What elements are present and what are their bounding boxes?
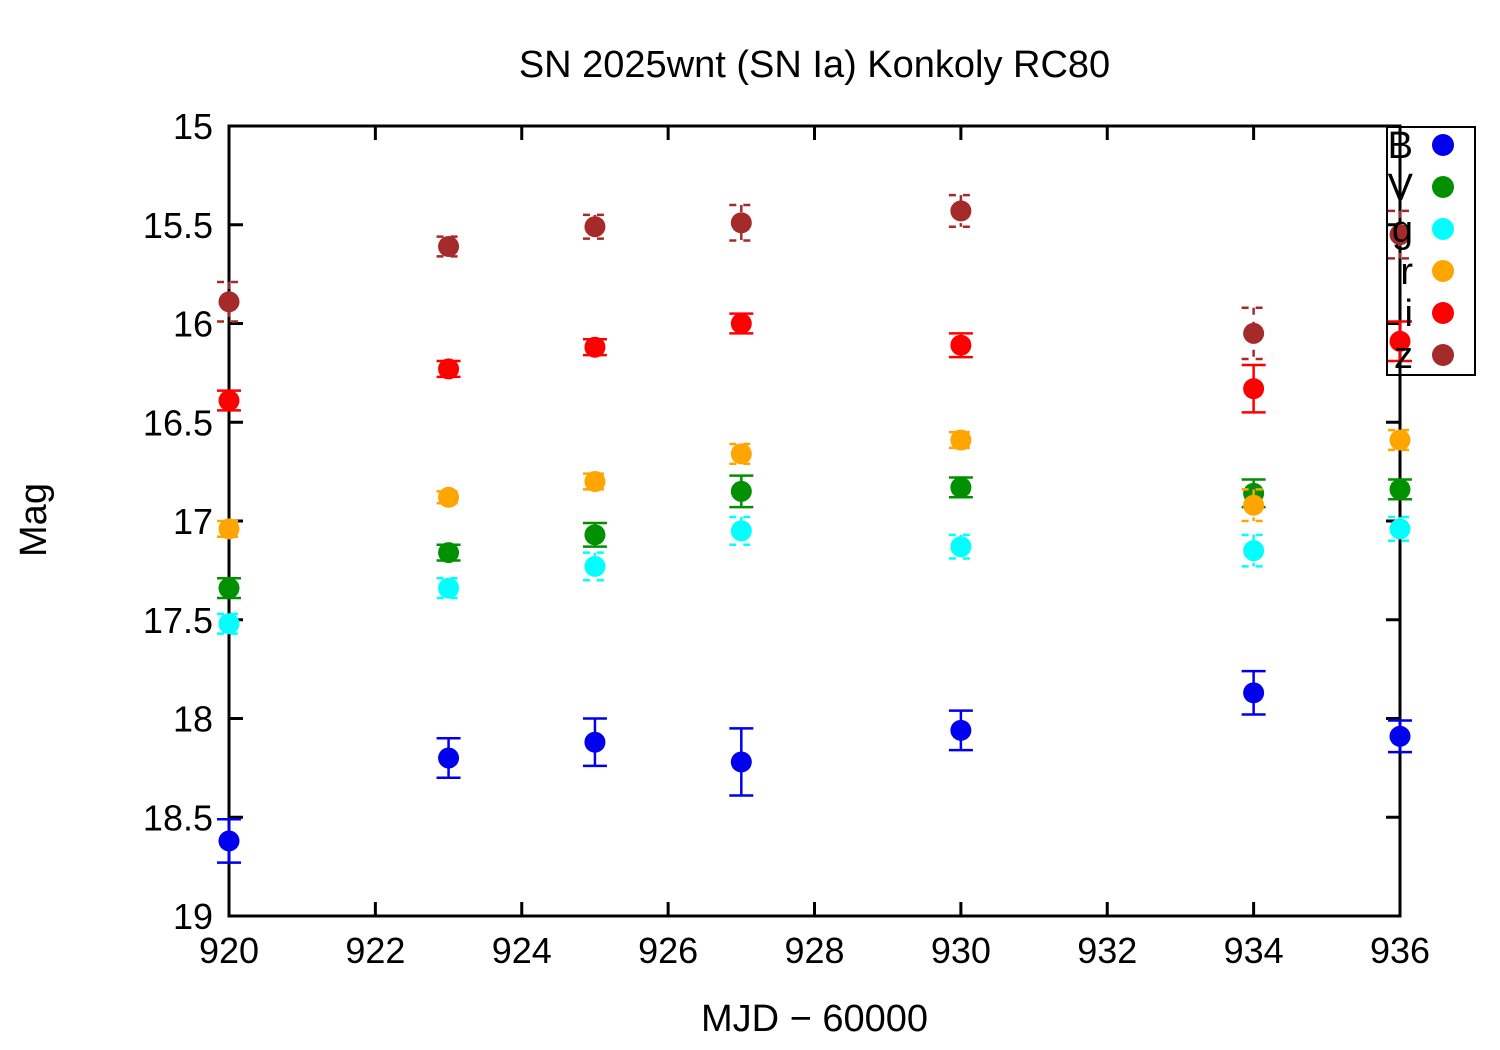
y-tick-label: 18 bbox=[173, 699, 213, 740]
data-point-z bbox=[1389, 224, 1411, 246]
data-point-V bbox=[438, 542, 460, 564]
data-point-i bbox=[218, 390, 240, 412]
legend-marker-V bbox=[1432, 176, 1454, 198]
legend-label-g: g bbox=[1392, 209, 1413, 251]
x-tick-label: 934 bbox=[1224, 930, 1284, 971]
data-point-g bbox=[950, 536, 972, 558]
data-point-V bbox=[1389, 478, 1411, 500]
legend-marker-g bbox=[1432, 218, 1454, 240]
data-point-B bbox=[584, 731, 606, 753]
y-tick-label: 15.5 bbox=[143, 205, 213, 246]
x-tick-label: 926 bbox=[638, 930, 698, 971]
x-tick-label: 920 bbox=[199, 930, 259, 971]
legend-marker-r bbox=[1432, 260, 1454, 282]
y-tick-label: 19 bbox=[173, 896, 213, 937]
data-point-V bbox=[950, 476, 972, 498]
data-point-g bbox=[730, 520, 752, 542]
data-point-z bbox=[218, 291, 240, 313]
data-point-z bbox=[438, 235, 460, 257]
data-point-r bbox=[1389, 429, 1411, 451]
legend-label-r: r bbox=[1400, 251, 1413, 293]
legend-label-i: i bbox=[1405, 293, 1413, 335]
legend-marker-i bbox=[1432, 302, 1454, 324]
data-point-V bbox=[584, 524, 606, 546]
x-tick-label: 936 bbox=[1370, 930, 1430, 971]
data-point-r bbox=[1243, 494, 1265, 516]
data-point-i bbox=[950, 334, 972, 356]
x-tick-label: 924 bbox=[492, 930, 552, 971]
data-point-i bbox=[584, 336, 606, 358]
data-point-g bbox=[584, 555, 606, 577]
x-tick-label: 928 bbox=[784, 930, 844, 971]
y-tick-label: 16 bbox=[173, 304, 213, 345]
data-point-i bbox=[1389, 330, 1411, 352]
data-point-g bbox=[1243, 540, 1265, 562]
data-point-g bbox=[218, 613, 240, 635]
data-point-z bbox=[950, 200, 972, 222]
legend-label-V: V bbox=[1388, 167, 1414, 209]
data-point-r bbox=[218, 518, 240, 540]
chart-title: SN 2025wnt (SN Ia) Konkoly RC80 bbox=[518, 44, 1111, 86]
y-tick-label: 16.5 bbox=[143, 402, 213, 443]
y-tick-label: 17 bbox=[173, 501, 213, 542]
data-point-z bbox=[730, 212, 752, 234]
x-axis-label: MJD − 60000 bbox=[700, 998, 929, 1040]
y-tick-label: 18.5 bbox=[143, 797, 213, 838]
data-point-B bbox=[218, 830, 240, 852]
data-point-r bbox=[950, 429, 972, 451]
data-point-r bbox=[730, 443, 752, 465]
data-point-g bbox=[438, 577, 460, 599]
data-point-B bbox=[1389, 725, 1411, 747]
legend-marker-B bbox=[1432, 134, 1454, 156]
data-point-B bbox=[730, 751, 752, 773]
data-point-z bbox=[1243, 322, 1265, 344]
data-point-B bbox=[1243, 682, 1265, 704]
y-tick-label: 17.5 bbox=[143, 600, 213, 641]
data-point-r bbox=[584, 471, 606, 492]
axis-border bbox=[227, 124, 1402, 918]
data-point-z bbox=[584, 216, 606, 238]
data-point-B bbox=[950, 719, 972, 741]
data-point-i bbox=[438, 358, 460, 380]
data-point-i bbox=[730, 313, 752, 334]
legend-label-z: z bbox=[1394, 335, 1413, 377]
data-point-V bbox=[730, 480, 752, 502]
legend-marker-z bbox=[1432, 344, 1454, 366]
data-point-r bbox=[438, 486, 460, 508]
data-point-i bbox=[1243, 378, 1265, 400]
data-point-B bbox=[438, 747, 460, 769]
x-tick-label: 930 bbox=[931, 930, 991, 971]
data-point-V bbox=[218, 577, 240, 599]
y-tick-label: 15 bbox=[173, 106, 213, 147]
x-tick-label: 932 bbox=[1077, 930, 1137, 971]
x-tick-label: 922 bbox=[345, 930, 405, 971]
legend-label-B: B bbox=[1388, 125, 1413, 167]
data-point-g bbox=[1389, 518, 1411, 540]
